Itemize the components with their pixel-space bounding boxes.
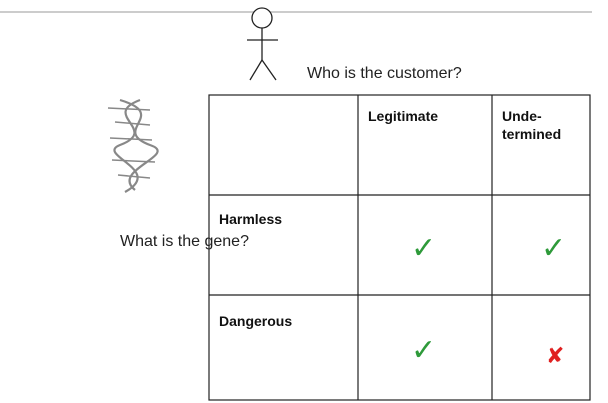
cross-mark: ✘ — [546, 343, 565, 368]
column-header-line: Legitimate — [368, 108, 439, 124]
column-header-line: termined — [502, 126, 562, 142]
stick-figure — [247, 7, 278, 81]
column-header: Unde- termined — [502, 107, 561, 143]
check-mark: ✓ — [411, 334, 437, 367]
customer-question: Who is the customer? — [307, 65, 462, 82]
column-header: Legitimate — [368, 107, 438, 125]
check-mark: ✓ — [411, 232, 437, 265]
gene-question: What is the gene? — [120, 233, 249, 250]
row-header: Harmless — [219, 211, 283, 227]
row-header: Dangerous — [219, 313, 293, 329]
check-mark: ✓ — [541, 232, 567, 265]
dna-helix — [107, 98, 159, 193]
column-header-line: Unde- — [502, 108, 542, 124]
table-grid — [208, 94, 591, 401]
